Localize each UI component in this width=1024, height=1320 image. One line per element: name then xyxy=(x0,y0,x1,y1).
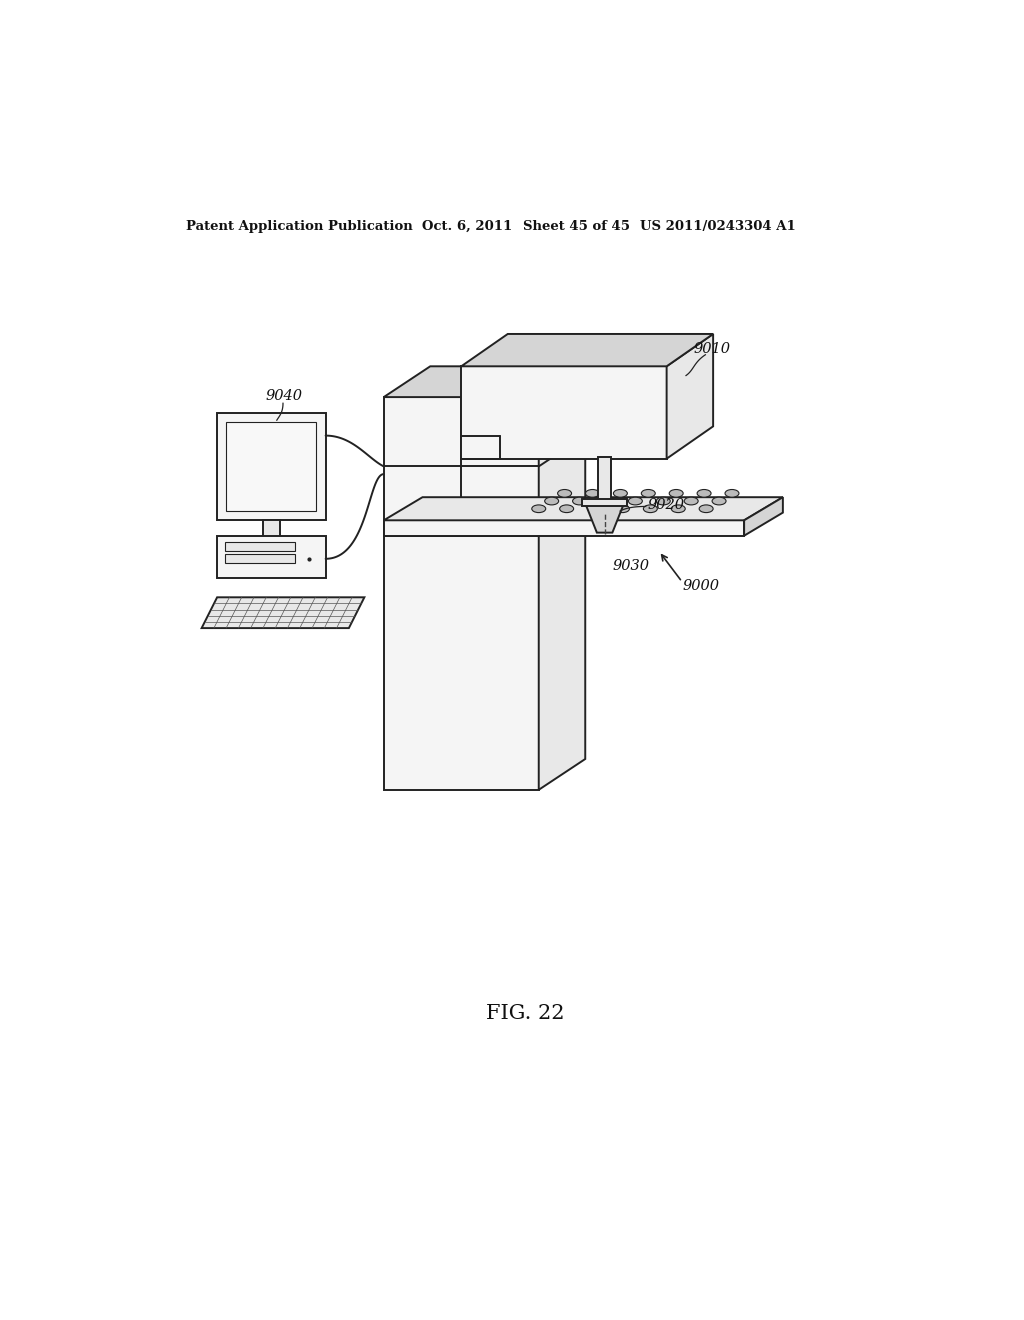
Polygon shape xyxy=(217,412,326,520)
Polygon shape xyxy=(384,520,744,536)
Ellipse shape xyxy=(560,504,573,512)
Ellipse shape xyxy=(725,490,739,498)
Ellipse shape xyxy=(684,498,698,506)
Polygon shape xyxy=(263,520,280,537)
Ellipse shape xyxy=(670,490,683,498)
Text: 9020: 9020 xyxy=(647,498,684,512)
Polygon shape xyxy=(744,498,783,536)
Text: Patent Application Publication: Patent Application Publication xyxy=(186,219,413,232)
Text: 9000: 9000 xyxy=(682,578,719,593)
Ellipse shape xyxy=(656,498,671,506)
Ellipse shape xyxy=(629,498,642,506)
Polygon shape xyxy=(217,536,326,578)
Ellipse shape xyxy=(588,504,601,512)
Polygon shape xyxy=(384,498,783,520)
Ellipse shape xyxy=(672,504,685,512)
Text: 9040: 9040 xyxy=(266,388,303,403)
Polygon shape xyxy=(202,597,365,628)
Polygon shape xyxy=(226,422,316,511)
Ellipse shape xyxy=(643,504,657,512)
Ellipse shape xyxy=(531,504,546,512)
Ellipse shape xyxy=(641,490,655,498)
Ellipse shape xyxy=(613,490,628,498)
Ellipse shape xyxy=(558,490,571,498)
Polygon shape xyxy=(225,554,295,564)
Text: Oct. 6, 2011: Oct. 6, 2011 xyxy=(423,219,513,232)
Polygon shape xyxy=(461,334,713,367)
Ellipse shape xyxy=(600,498,614,506)
Polygon shape xyxy=(598,457,611,506)
Text: 9010: 9010 xyxy=(693,342,731,356)
Polygon shape xyxy=(461,367,667,459)
Ellipse shape xyxy=(697,490,711,498)
Polygon shape xyxy=(225,543,295,552)
Polygon shape xyxy=(384,536,539,789)
Polygon shape xyxy=(539,506,586,789)
Ellipse shape xyxy=(586,490,599,498)
Polygon shape xyxy=(583,499,627,507)
Text: Sheet 45 of 45: Sheet 45 of 45 xyxy=(523,219,630,232)
Polygon shape xyxy=(384,367,586,397)
Ellipse shape xyxy=(545,498,559,506)
Ellipse shape xyxy=(615,504,630,512)
Text: 9030: 9030 xyxy=(612,560,649,573)
Text: FIG. 22: FIG. 22 xyxy=(485,1003,564,1023)
Polygon shape xyxy=(384,397,539,536)
Text: US 2011/0243304 A1: US 2011/0243304 A1 xyxy=(640,219,796,232)
Ellipse shape xyxy=(712,498,726,506)
Ellipse shape xyxy=(699,504,713,512)
Polygon shape xyxy=(539,367,586,536)
Polygon shape xyxy=(586,503,624,533)
Ellipse shape xyxy=(572,498,587,506)
Polygon shape xyxy=(667,334,713,459)
